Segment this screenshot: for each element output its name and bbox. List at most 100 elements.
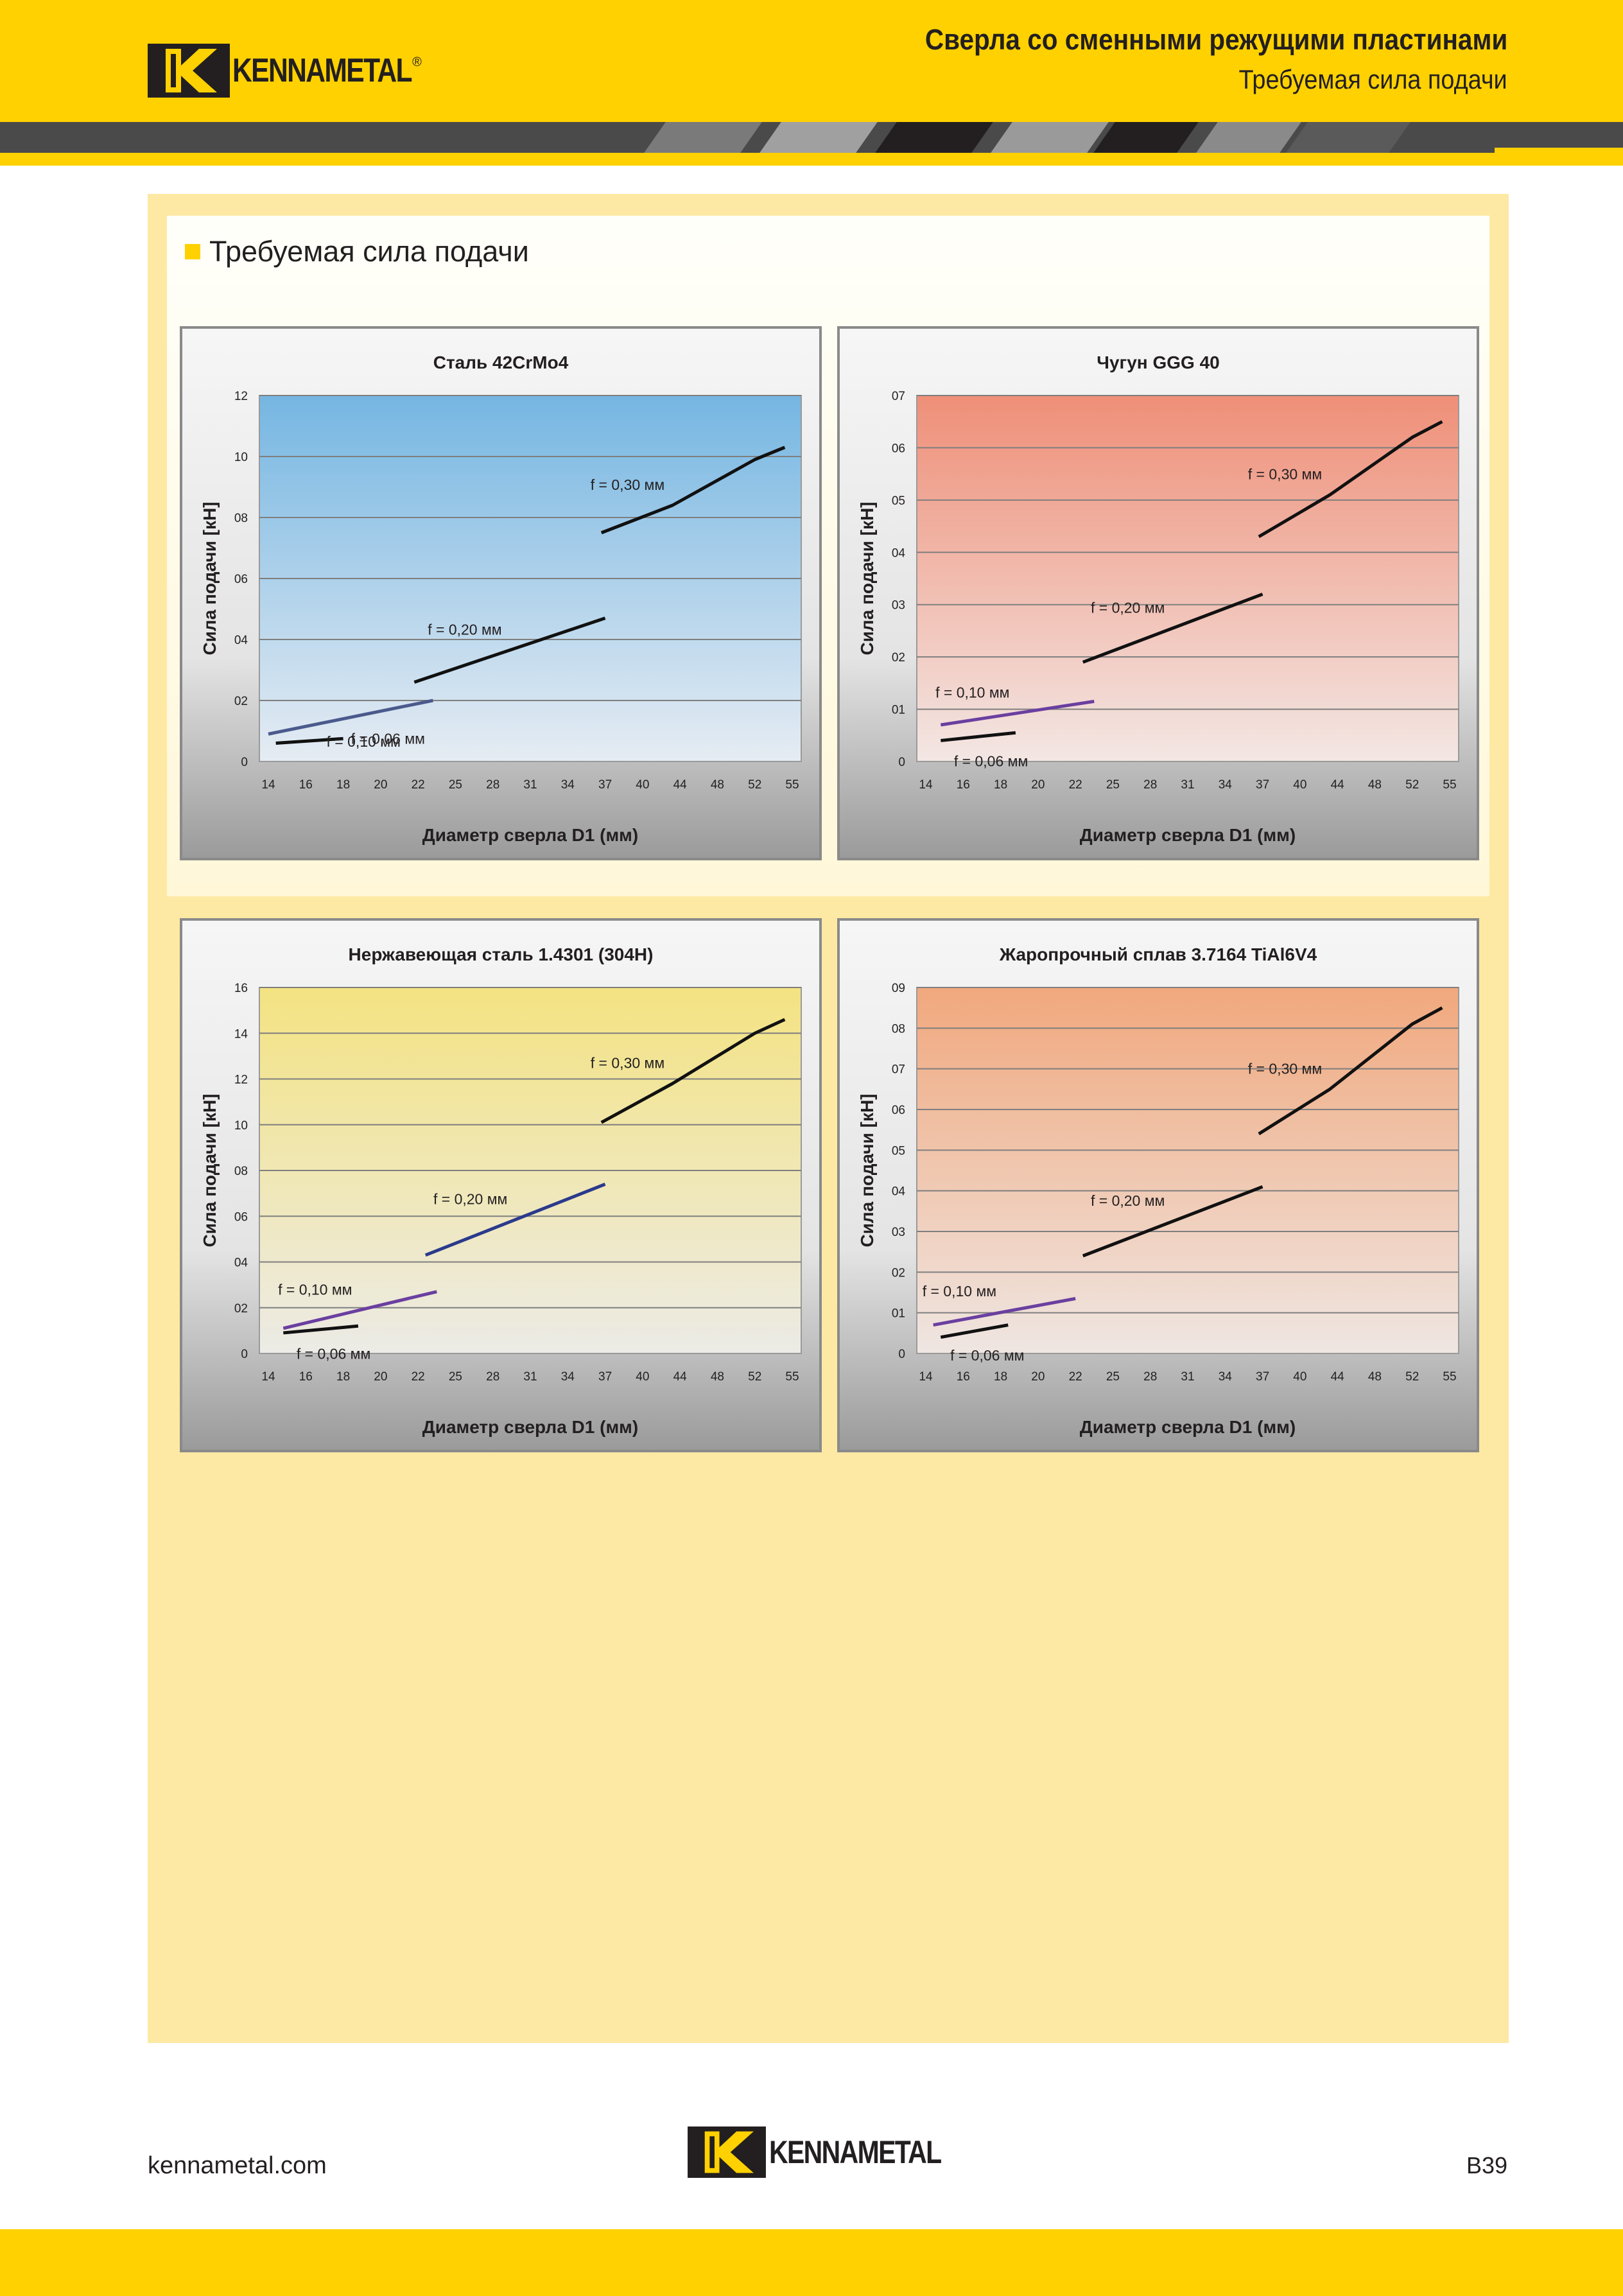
x-tick-label: 18	[336, 778, 350, 792]
series-label: f = 0,10 мм	[278, 1281, 352, 1298]
x-tick-label: 37	[1256, 778, 1269, 792]
y-tick-label: 03	[892, 1226, 905, 1239]
x-tick-label: 16	[957, 778, 970, 792]
x-tick-label: 34	[1219, 1370, 1233, 1384]
x-tick-label: 44	[1331, 1370, 1345, 1384]
footer-website-link[interactable]: kennametal.com	[148, 2152, 327, 2179]
series-label: f = 0,30 мм	[1248, 466, 1322, 483]
kennametal-logo[interactable]: KENNAMETAL ®	[148, 44, 422, 98]
logo-registered-mark: ®	[412, 55, 422, 69]
chart-title: Жаропрочный сплав 3.7164 TiAl6V4	[999, 944, 1317, 964]
x-tick-label: 40	[1293, 1370, 1306, 1384]
chart-superalloy-tial6v4: Жаропрочный сплав 3.7164 TiAl6V4 0 01 02 03 0…	[837, 918, 1479, 1452]
x-tick-label: 16	[299, 1370, 313, 1384]
x-tick-label: 22	[412, 778, 425, 792]
y-tick-label: 02	[234, 695, 248, 708]
y-tick-label: 04	[892, 1185, 906, 1199]
x-tick-label: 25	[1106, 1370, 1120, 1384]
x-tick-label: 28	[1143, 778, 1157, 792]
x-tick-label: 20	[374, 1370, 387, 1384]
series-label: f = 0,30 мм	[591, 476, 664, 493]
series-label: f = 0,20 мм	[433, 1191, 507, 1208]
x-tick-label: 55	[1443, 778, 1456, 792]
y-tick-label: 01	[892, 704, 905, 717]
y-tick-label: 03	[892, 599, 905, 613]
y-tick-label: 08	[892, 1022, 905, 1036]
y-tick-label: 06	[892, 442, 905, 455]
x-tick-label: 31	[1181, 1370, 1194, 1384]
x-tick-label: 52	[748, 778, 761, 792]
page-title: Сверла со сменными режущими пластинами	[924, 23, 1507, 56]
footer-kennametal-logo[interactable]: KENNAMETAL	[687, 2126, 978, 2178]
x-tick-label: 28	[1143, 1370, 1157, 1384]
footer-logo-wordmark: KENNAMETAL	[769, 2134, 942, 2170]
series-label: f = 0,06 мм	[351, 730, 425, 747]
series-label: f = 0,20 мм	[1091, 1192, 1165, 1209]
chart-steel-42crmo4: Сталь 42CrMo4 0 02 04 06 08 10 12 14 16 18 20 22 25 28…	[180, 326, 822, 860]
x-tick-label: 20	[1031, 778, 1045, 792]
x-axis-label: Диаметр сверла D1 (мм)	[422, 825, 638, 845]
x-tick-label: 28	[486, 1370, 499, 1384]
x-tick-label: 34	[561, 1370, 575, 1384]
x-tick-label: 16	[299, 778, 313, 792]
series-label: f = 0,10 мм	[935, 684, 1009, 701]
series-line	[1258, 420, 1443, 539]
series-line	[424, 1183, 606, 1257]
series-label: f = 0,30 мм	[591, 1055, 664, 1072]
series-label: f = 0,10 мм	[327, 733, 401, 750]
series-line	[941, 731, 1016, 742]
y-tick-label: 12	[234, 1074, 248, 1087]
x-tick-label: 20	[374, 778, 387, 792]
page-subtitle: Требуемая сила подачи	[1238, 64, 1507, 94]
y-tick-label: 14	[234, 1027, 248, 1041]
series-line	[933, 1297, 1076, 1327]
series-line	[600, 1018, 786, 1124]
plot-area	[916, 987, 1459, 1354]
y-tick-label: 10	[234, 451, 248, 464]
y-tick-label: 02	[234, 1302, 248, 1316]
y-tick-label: 0	[241, 756, 248, 769]
series-line	[413, 616, 606, 684]
x-tick-label: 34	[1219, 778, 1233, 792]
x-tick-label: 52	[1405, 1370, 1419, 1384]
y-tick-label: 02	[892, 651, 905, 665]
x-tick-label: 44	[673, 778, 688, 792]
y-tick-label: 12	[234, 390, 248, 403]
x-tick-label: 22	[1069, 778, 1082, 792]
series-line	[283, 1324, 359, 1335]
chart-cast-iron-ggg40: Чугун GGG 40 0 01 02 03 04 05 06 07 14 16 18 20 22 25 2…	[837, 326, 1479, 860]
series-line	[940, 699, 1095, 727]
series-label: f = 0,06 мм	[954, 752, 1028, 769]
page-header: KENNAMETAL ® Сверла со сменными режущими…	[0, 0, 1623, 122]
plot-area	[916, 395, 1459, 762]
chart-title: Чугун GGG 40	[1097, 352, 1219, 372]
y-tick-label: 0	[241, 1348, 248, 1361]
y-tick-label: 08	[234, 1165, 248, 1178]
y-tick-label: 02	[892, 1266, 905, 1280]
series-label: f = 0,20 мм	[1091, 599, 1165, 616]
x-tick-label: 16	[957, 1370, 970, 1384]
header-gold-tab	[1495, 148, 1623, 166]
x-tick-label: 37	[598, 778, 612, 792]
x-tick-label: 22	[1069, 1370, 1082, 1384]
series-label: f = 0,06 мм	[297, 1346, 370, 1362]
x-tick-label: 25	[1106, 778, 1120, 792]
y-tick-label: 09	[892, 982, 905, 995]
series-label: f = 0,20 мм	[428, 622, 501, 638]
chart-title: Нержавеющая сталь 1.4301 (304H)	[349, 944, 654, 964]
x-tick-label: 20	[1031, 1370, 1045, 1384]
x-tick-label: 25	[449, 1370, 462, 1384]
header-gold-rule	[0, 153, 1623, 166]
x-tick-label: 34	[561, 778, 575, 792]
y-tick-label: 16	[234, 982, 248, 995]
x-tick-label: 18	[336, 1370, 350, 1384]
x-tick-label: 40	[636, 778, 649, 792]
x-tick-label: 48	[711, 778, 724, 792]
chart-stainless-1-4301: Нержавеющая сталь 1.4301 (304H) 0 02 04 06 08…	[180, 918, 822, 1452]
x-tick-label: 18	[994, 778, 1007, 792]
footer-bar	[0, 2229, 1623, 2296]
x-tick-label: 52	[1405, 778, 1419, 792]
y-tick-label: 06	[234, 1210, 248, 1224]
x-tick-label: 48	[1368, 778, 1382, 792]
x-tick-label: 48	[1368, 1370, 1382, 1384]
